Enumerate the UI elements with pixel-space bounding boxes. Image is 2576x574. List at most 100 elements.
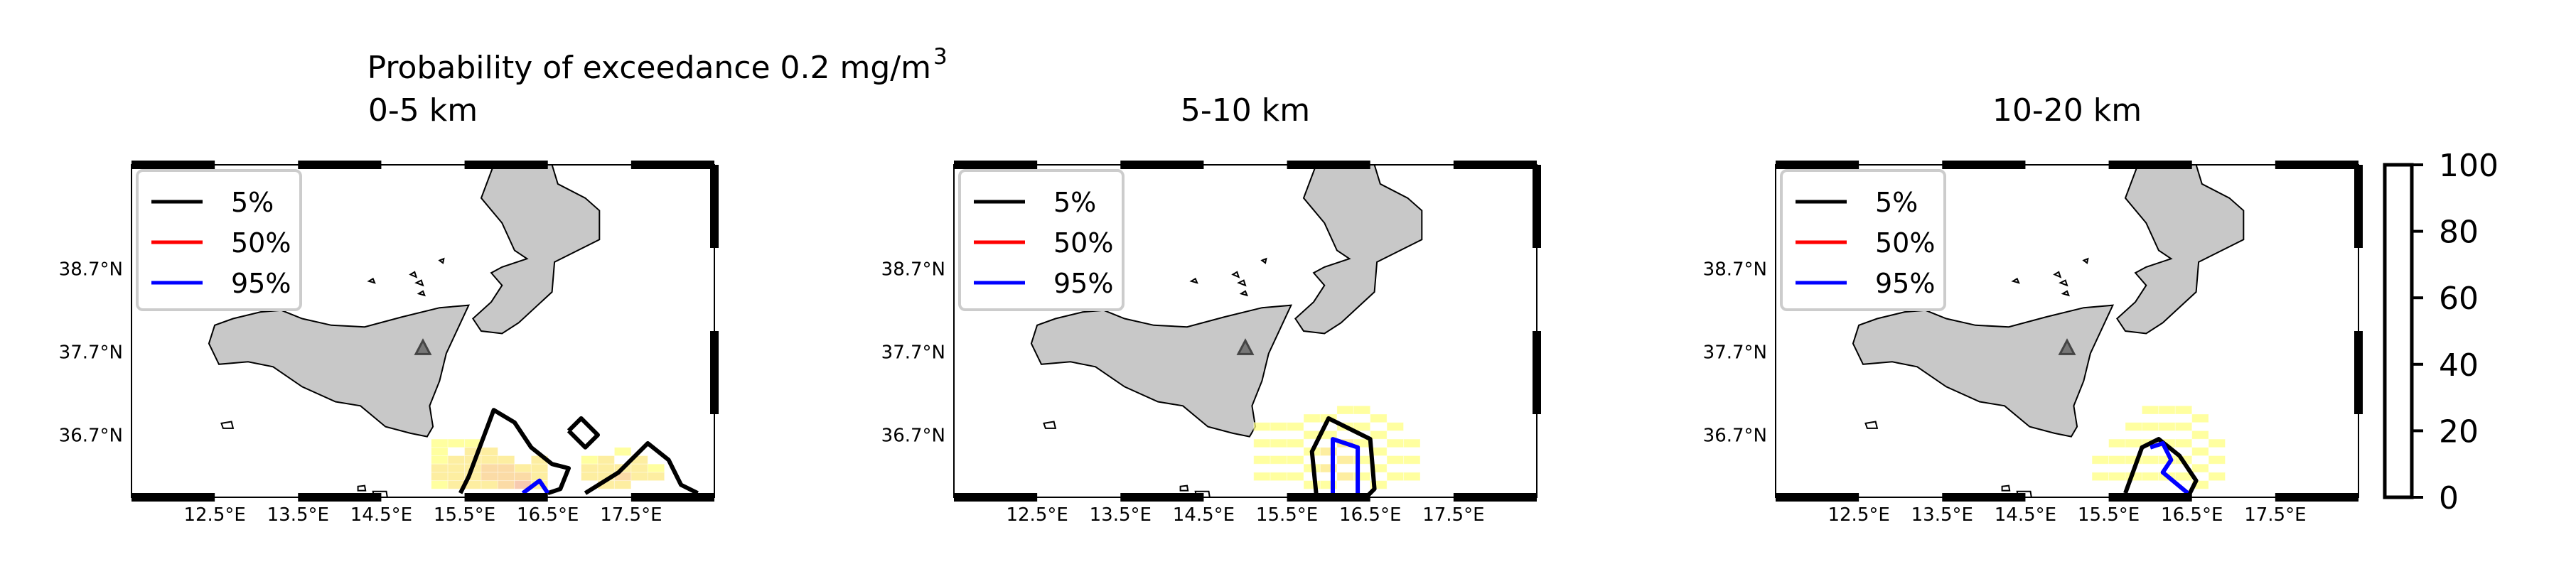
probability-cell: [431, 480, 449, 489]
frame-band: [298, 493, 382, 502]
colorbar-tick-label: 20: [2439, 413, 2479, 450]
frame-band: [132, 493, 215, 502]
frame-band: [1533, 165, 1541, 248]
probability-cell: [1353, 405, 1371, 415]
x-tick-label: 16.5°E: [2161, 504, 2223, 526]
probability-cell: [431, 455, 449, 465]
probability-cell: [2174, 438, 2193, 448]
probability-cell: [497, 480, 515, 489]
probability-cell: [447, 455, 465, 465]
island-1: [220, 421, 235, 429]
probability-cell: [581, 472, 599, 482]
probability-cell: [1353, 472, 1371, 482]
probability-cell: [1303, 480, 1321, 489]
y-tick-label: 36.7°N: [59, 425, 123, 446]
probability-cell: [613, 447, 632, 456]
frame-band: [2354, 165, 2363, 248]
probability-cell: [2091, 472, 2110, 482]
frame-band: [464, 161, 548, 169]
volcano-marker: [414, 338, 432, 355]
probability-cell: [1270, 438, 1287, 448]
colorbar-tick-label: 0: [2439, 480, 2459, 516]
frame-band: [2275, 161, 2358, 169]
frame-band: [710, 331, 719, 414]
legend-label: 5%: [1875, 187, 1918, 218]
island-6: [417, 290, 426, 297]
panel-title: 0-5 km: [368, 92, 478, 129]
probability-cell: [481, 455, 498, 465]
probability-cell: [1287, 455, 1304, 465]
frame-band: [298, 161, 382, 169]
x-tick-label: 12.5°E: [1828, 504, 1889, 526]
island-7: [1189, 277, 1198, 284]
probability-cell: [1287, 472, 1304, 482]
probability-cell: [431, 463, 449, 473]
legend-box: [1780, 169, 1946, 311]
probability-cell: [431, 438, 449, 448]
probability-cell: [1319, 447, 1338, 456]
probability-cell: [1287, 438, 1304, 448]
contour-95-percent: [2150, 441, 2189, 495]
probability-cell: [597, 455, 615, 465]
probability-cell: [2208, 438, 2226, 448]
legend: 5% 50% 95%: [136, 169, 302, 311]
legend-label: 95%: [1875, 268, 1935, 299]
legend: 5% 50% 95%: [1780, 169, 1946, 311]
x-tick-label: 15.5°E: [434, 504, 495, 526]
map-content: [1030, 165, 1423, 497]
colorbar-tick-label: 100: [2439, 148, 2499, 184]
frame-band: [2108, 493, 2192, 502]
island-1: [1864, 421, 1879, 429]
probability-cell: [1403, 438, 1421, 448]
contour-5-percent: [458, 408, 571, 496]
frame-band: [1287, 493, 1370, 502]
probability-cell: [1370, 463, 1388, 473]
probability-cell: [2191, 413, 2209, 423]
probability-cell: [2174, 405, 2193, 415]
probability-cell: [1303, 413, 1321, 423]
colorbar: 0 20 40 60 80 100: [2383, 148, 2499, 516]
y-tick-label: 38.7°N: [1703, 259, 1767, 280]
map-panel-3: 10-20 km 12.5°E 13.5°E 14.5°E 15.5°E 16.5°E 17…: [1703, 92, 2363, 526]
y-tick-label: 37.7°N: [1703, 342, 1767, 363]
probability-cell: [581, 463, 599, 473]
frame-band: [1453, 493, 1537, 502]
legend-label: 95%: [231, 268, 291, 299]
frame-band: [2108, 161, 2192, 169]
island-7: [367, 277, 376, 284]
frame-band: [2354, 331, 2363, 414]
probability-cell: [431, 447, 449, 456]
probability-cell: [1253, 438, 1271, 448]
island-7: [2011, 277, 2020, 284]
y-tick-label: 38.7°N: [881, 259, 945, 280]
figure-title: Probability of exceedance 0.2 mg/m: [367, 50, 931, 86]
volcano-marker: [1236, 338, 1255, 355]
probability-cell: [514, 463, 532, 473]
frame-band: [630, 493, 714, 502]
contour-5-percent: [584, 441, 699, 495]
probability-cell: [481, 472, 498, 482]
legend-label: 50%: [231, 227, 291, 259]
y-tick-label: 36.7°N: [881, 425, 945, 446]
x-tick-label: 16.5°E: [1339, 504, 1401, 526]
frame-band: [1533, 331, 1541, 414]
frame-band: [1776, 161, 1859, 169]
x-tick-label: 17.5°E: [1422, 504, 1484, 526]
probability-cell: [1319, 463, 1338, 473]
figure-title-superscript: 3: [933, 44, 948, 70]
contour-95-percent: [521, 478, 550, 495]
x-tick-label: 15.5°E: [2078, 504, 2140, 526]
island-6: [1239, 290, 1248, 297]
frame-band: [1942, 493, 2026, 502]
probability-cell: [2158, 422, 2176, 431]
island-4: [414, 279, 424, 287]
probability-cell: [2191, 447, 2209, 456]
probability-cell: [613, 480, 632, 489]
probability-cell: [497, 472, 515, 482]
y-tick-label: 37.7°N: [881, 342, 945, 363]
probability-cell: [1336, 472, 1354, 482]
probability-cell: [2108, 472, 2126, 482]
legend-label: 95%: [1053, 268, 1113, 299]
probability-cell: [447, 438, 465, 448]
